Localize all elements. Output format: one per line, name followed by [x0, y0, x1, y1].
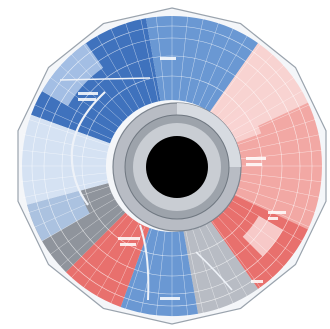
grid-line — [185, 230, 204, 315]
grid-line — [215, 52, 274, 118]
label-block — [160, 297, 180, 300]
grid-line — [220, 209, 286, 268]
path-line — [70, 91, 106, 206]
grid-ring — [61, 55, 283, 277]
grid-line — [234, 118, 317, 146]
label-block — [78, 98, 96, 101]
path-line — [195, 251, 233, 291]
grid-line — [237, 172, 324, 183]
sector-block — [31, 18, 161, 144]
label-block — [120, 243, 136, 246]
grid-line — [27, 186, 110, 214]
grid-line — [48, 76, 119, 128]
grid-line — [27, 118, 110, 146]
grid-line — [20, 149, 107, 160]
label-block — [78, 92, 98, 95]
label-blocks — [78, 57, 286, 300]
grid-line — [40, 198, 115, 243]
grid-line — [109, 27, 146, 106]
label-block — [246, 163, 262, 166]
grid-line — [192, 228, 220, 311]
grid-line — [155, 231, 166, 318]
grid-line — [95, 34, 140, 109]
grid-line — [234, 186, 317, 214]
grid-ring — [31, 25, 313, 307]
grid-line — [124, 21, 152, 104]
label-block — [160, 57, 176, 60]
grid-ring — [43, 37, 301, 295]
grid-line — [140, 17, 159, 102]
label-block — [251, 280, 263, 283]
grid-line — [210, 42, 262, 113]
grid-line — [198, 27, 235, 106]
grid-line — [229, 89, 304, 134]
path-line — [139, 224, 150, 301]
grid-line — [82, 42, 134, 113]
sector-sub-block — [27, 190, 90, 241]
grid-line — [33, 192, 112, 229]
grid-line — [20, 172, 107, 183]
grid-line — [215, 214, 274, 280]
grid-line — [198, 226, 235, 305]
label-block — [268, 217, 278, 220]
label-block — [268, 211, 286, 214]
grid-line — [178, 231, 189, 318]
sector-sub-block — [242, 216, 283, 257]
label-block — [246, 157, 266, 160]
grid-line — [236, 134, 321, 153]
grid-line — [140, 230, 159, 315]
path-line — [59, 77, 151, 81]
grid-line — [225, 76, 296, 128]
grid-line — [70, 214, 129, 280]
center-hole — [146, 136, 208, 198]
grid-line — [229, 198, 304, 243]
grid-line — [192, 21, 220, 104]
grid-line — [40, 89, 115, 134]
grid-line — [232, 192, 311, 229]
grid-line — [23, 134, 108, 153]
grid-line — [58, 209, 124, 268]
grid-line — [95, 223, 140, 298]
grid-line — [185, 17, 204, 102]
grid-line — [220, 64, 286, 123]
grid-line — [178, 14, 189, 101]
grid-lines — [20, 14, 324, 318]
grid-line — [33, 103, 112, 140]
grid-line — [236, 179, 321, 198]
grid-line — [124, 228, 152, 311]
grid-line — [204, 223, 249, 298]
grid-line — [232, 103, 311, 140]
grid-line — [225, 204, 296, 256]
grid-line — [48, 204, 119, 256]
grid-line — [70, 52, 129, 118]
sector-sub-block — [42, 43, 104, 106]
label-block — [118, 237, 140, 240]
grid-line — [23, 179, 108, 198]
grid-line — [210, 219, 262, 290]
grid-line — [82, 219, 134, 290]
grid-line — [204, 34, 249, 109]
sector-block — [21, 114, 110, 205]
sector-block — [145, 16, 259, 112]
